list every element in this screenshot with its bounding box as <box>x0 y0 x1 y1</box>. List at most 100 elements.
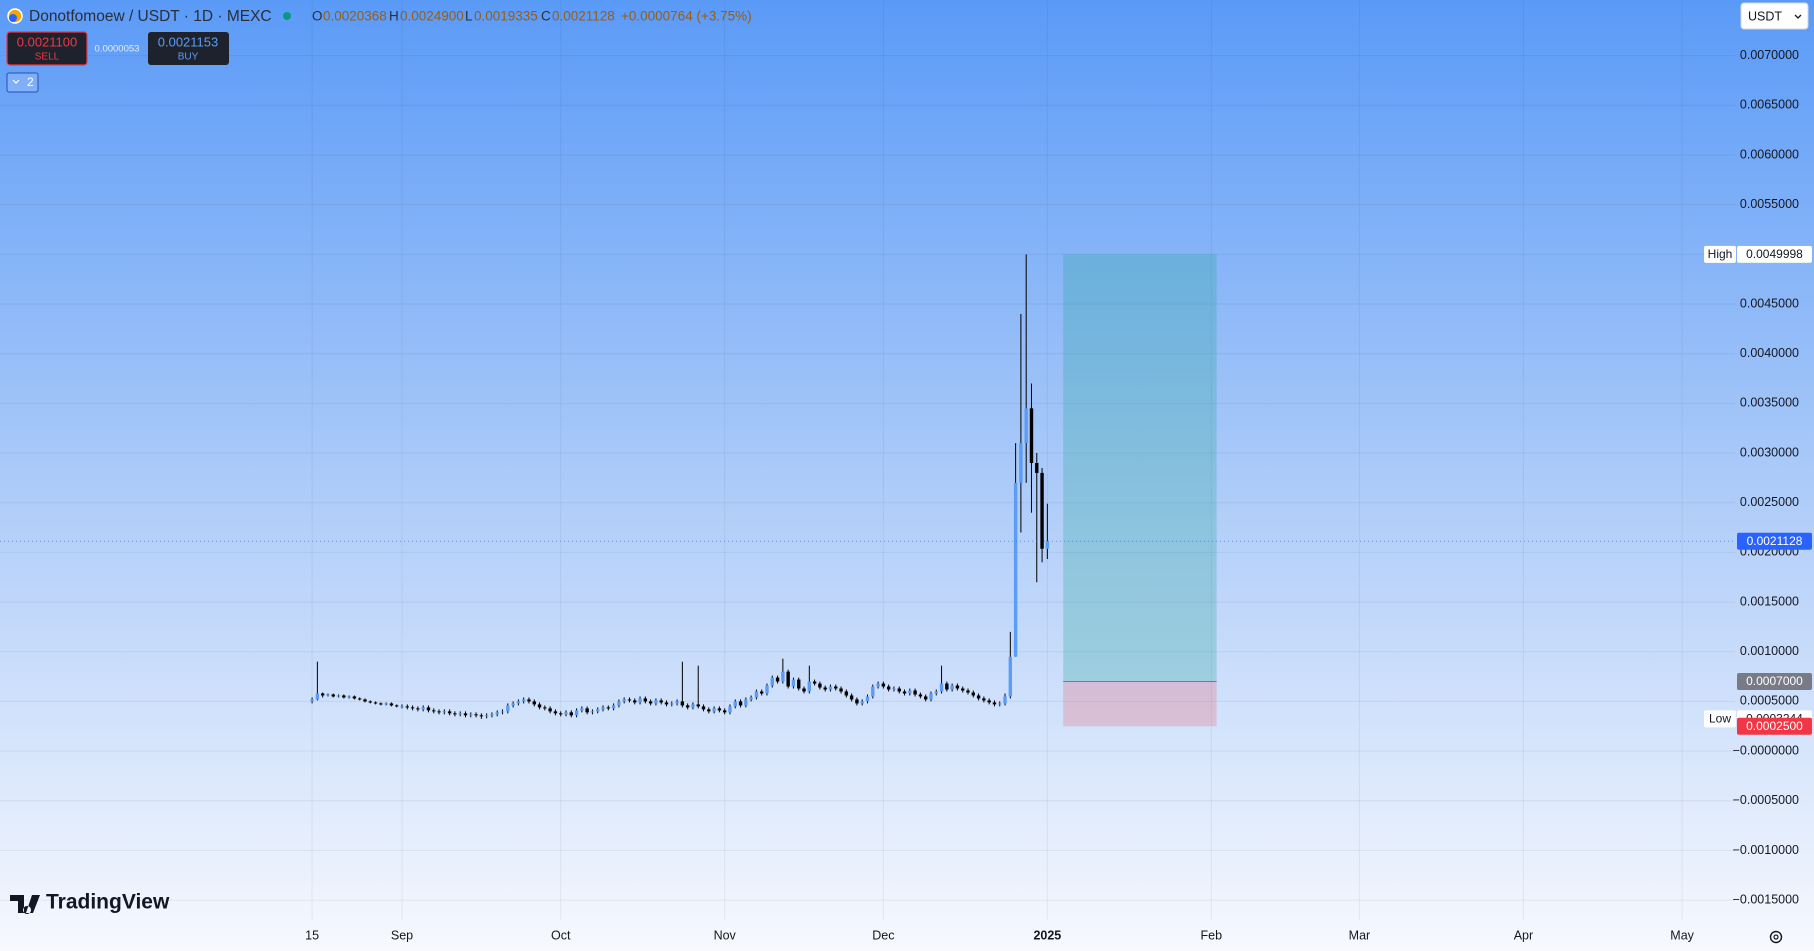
candle-body <box>395 705 399 707</box>
candle-body <box>590 711 595 713</box>
candle-body <box>701 706 706 710</box>
spread: 0.0000053 <box>95 44 140 55</box>
candle-body <box>881 683 886 687</box>
candle-body <box>426 707 431 711</box>
y-tick-label: 0.0010000 <box>1740 644 1799 658</box>
sell-label: SELL <box>35 52 60 63</box>
indicators-toggle[interactable] <box>6 72 39 93</box>
candle-body <box>585 708 589 713</box>
candle-body <box>950 685 954 690</box>
candle-body <box>357 698 362 700</box>
candle-body <box>738 701 743 706</box>
candle-body <box>379 703 383 705</box>
candle-body <box>336 695 341 697</box>
chevron-icon <box>12 79 20 84</box>
candle-body <box>410 707 415 709</box>
candle-body <box>1019 443 1023 483</box>
candle-body <box>998 703 1002 705</box>
candle-body <box>559 713 563 715</box>
candle-body <box>754 691 759 698</box>
candle-body <box>749 697 753 700</box>
candle-body <box>479 715 484 717</box>
candle-body <box>892 688 896 690</box>
candle-body <box>1029 408 1034 463</box>
y-tick-label: 0.0040000 <box>1740 346 1799 360</box>
candle-body <box>537 704 542 708</box>
candle-body <box>638 698 642 703</box>
candle-body <box>580 708 584 711</box>
axes: 0.0070000 0.0065000 0.0060000 0.0055000 0.00… <box>305 48 1799 942</box>
candle-body <box>400 706 404 708</box>
settings <box>1769 930 1783 944</box>
candle-body <box>469 714 473 716</box>
brand-name[interactable]: TradingView <box>46 891 170 914</box>
candle-body <box>331 694 335 697</box>
candle-body <box>818 683 822 688</box>
candle-body <box>945 683 949 690</box>
candle-body <box>622 699 626 702</box>
candle-body <box>326 694 330 696</box>
settings-icon[interactable] <box>1769 930 1783 944</box>
candle-body <box>500 711 505 713</box>
candle-body <box>717 708 722 711</box>
loss-zone <box>1063 681 1217 727</box>
y-tick-label: 0.0055000 <box>1740 197 1799 211</box>
y-tick-label: −0.0005000 <box>1733 793 1799 807</box>
candle-body <box>966 690 970 693</box>
candle-body <box>844 691 849 696</box>
y-tick-label: 0.0030000 <box>1740 445 1799 459</box>
candle-body <box>617 701 621 706</box>
candle-body <box>432 710 436 712</box>
candle-body <box>765 685 769 694</box>
settings-icon-core <box>1773 934 1779 940</box>
candle-body <box>871 686 875 697</box>
price-tag-box <box>1704 245 1736 263</box>
candle-body <box>839 688 843 692</box>
candle-body <box>939 683 944 692</box>
candle-body <box>474 714 478 716</box>
ohlc-value: 0.0024900 <box>400 9 464 24</box>
candle-body <box>1040 472 1044 549</box>
candle-body <box>786 671 790 687</box>
market-status[interactable] <box>283 12 291 20</box>
candle-body <box>633 700 637 703</box>
candle-body <box>664 702 669 705</box>
sell-button[interactable] <box>6 31 88 66</box>
plot <box>0 254 1735 727</box>
x-tick-label: Apr <box>1514 928 1533 942</box>
candle-body <box>744 699 748 706</box>
candle-body <box>347 696 351 698</box>
candle-body <box>1045 541 1050 549</box>
y-tick-label: −0.0010000 <box>1733 843 1799 857</box>
currency-dropdown[interactable] <box>1740 2 1809 30</box>
candle-body <box>992 702 997 705</box>
candle-body <box>722 710 727 713</box>
x-tick-label: Feb <box>1201 928 1223 942</box>
profit-zone <box>1063 254 1217 682</box>
ohlc-value: 0.0021128 <box>552 9 615 24</box>
y-tick-label: −0.0000000 <box>1733 743 1799 757</box>
brand-logo[interactable] <box>10 895 40 914</box>
candle-body <box>574 710 579 716</box>
ohlc-key: O <box>312 9 323 24</box>
candle-body <box>987 700 991 703</box>
symbol-title[interactable]: Donotfomoew / USDT · 1D · MEXC <box>29 8 272 25</box>
candle-body <box>553 711 558 714</box>
brand: TradingView <box>10 891 170 914</box>
candle-body <box>876 683 880 687</box>
price-label-box <box>1737 532 1812 550</box>
candle-body <box>685 705 690 708</box>
y-tick-label: 0.0065000 <box>1740 98 1799 112</box>
candle-body <box>855 699 859 704</box>
candle-body <box>320 693 325 696</box>
candle-body <box>675 701 679 704</box>
price-label: 0.0007000 <box>1746 674 1803 688</box>
candle-body <box>1013 482 1018 657</box>
y-tick-label: 0.0045000 <box>1740 296 1799 310</box>
candle-body <box>728 706 732 713</box>
candle-body <box>791 679 796 687</box>
trade-panel: 0.0021100 SELL 0.0000053 0.0021153 BUY 2 <box>6 31 229 93</box>
buy-button[interactable] <box>148 32 229 65</box>
y-tick-label: −0.0015000 <box>1733 892 1799 906</box>
